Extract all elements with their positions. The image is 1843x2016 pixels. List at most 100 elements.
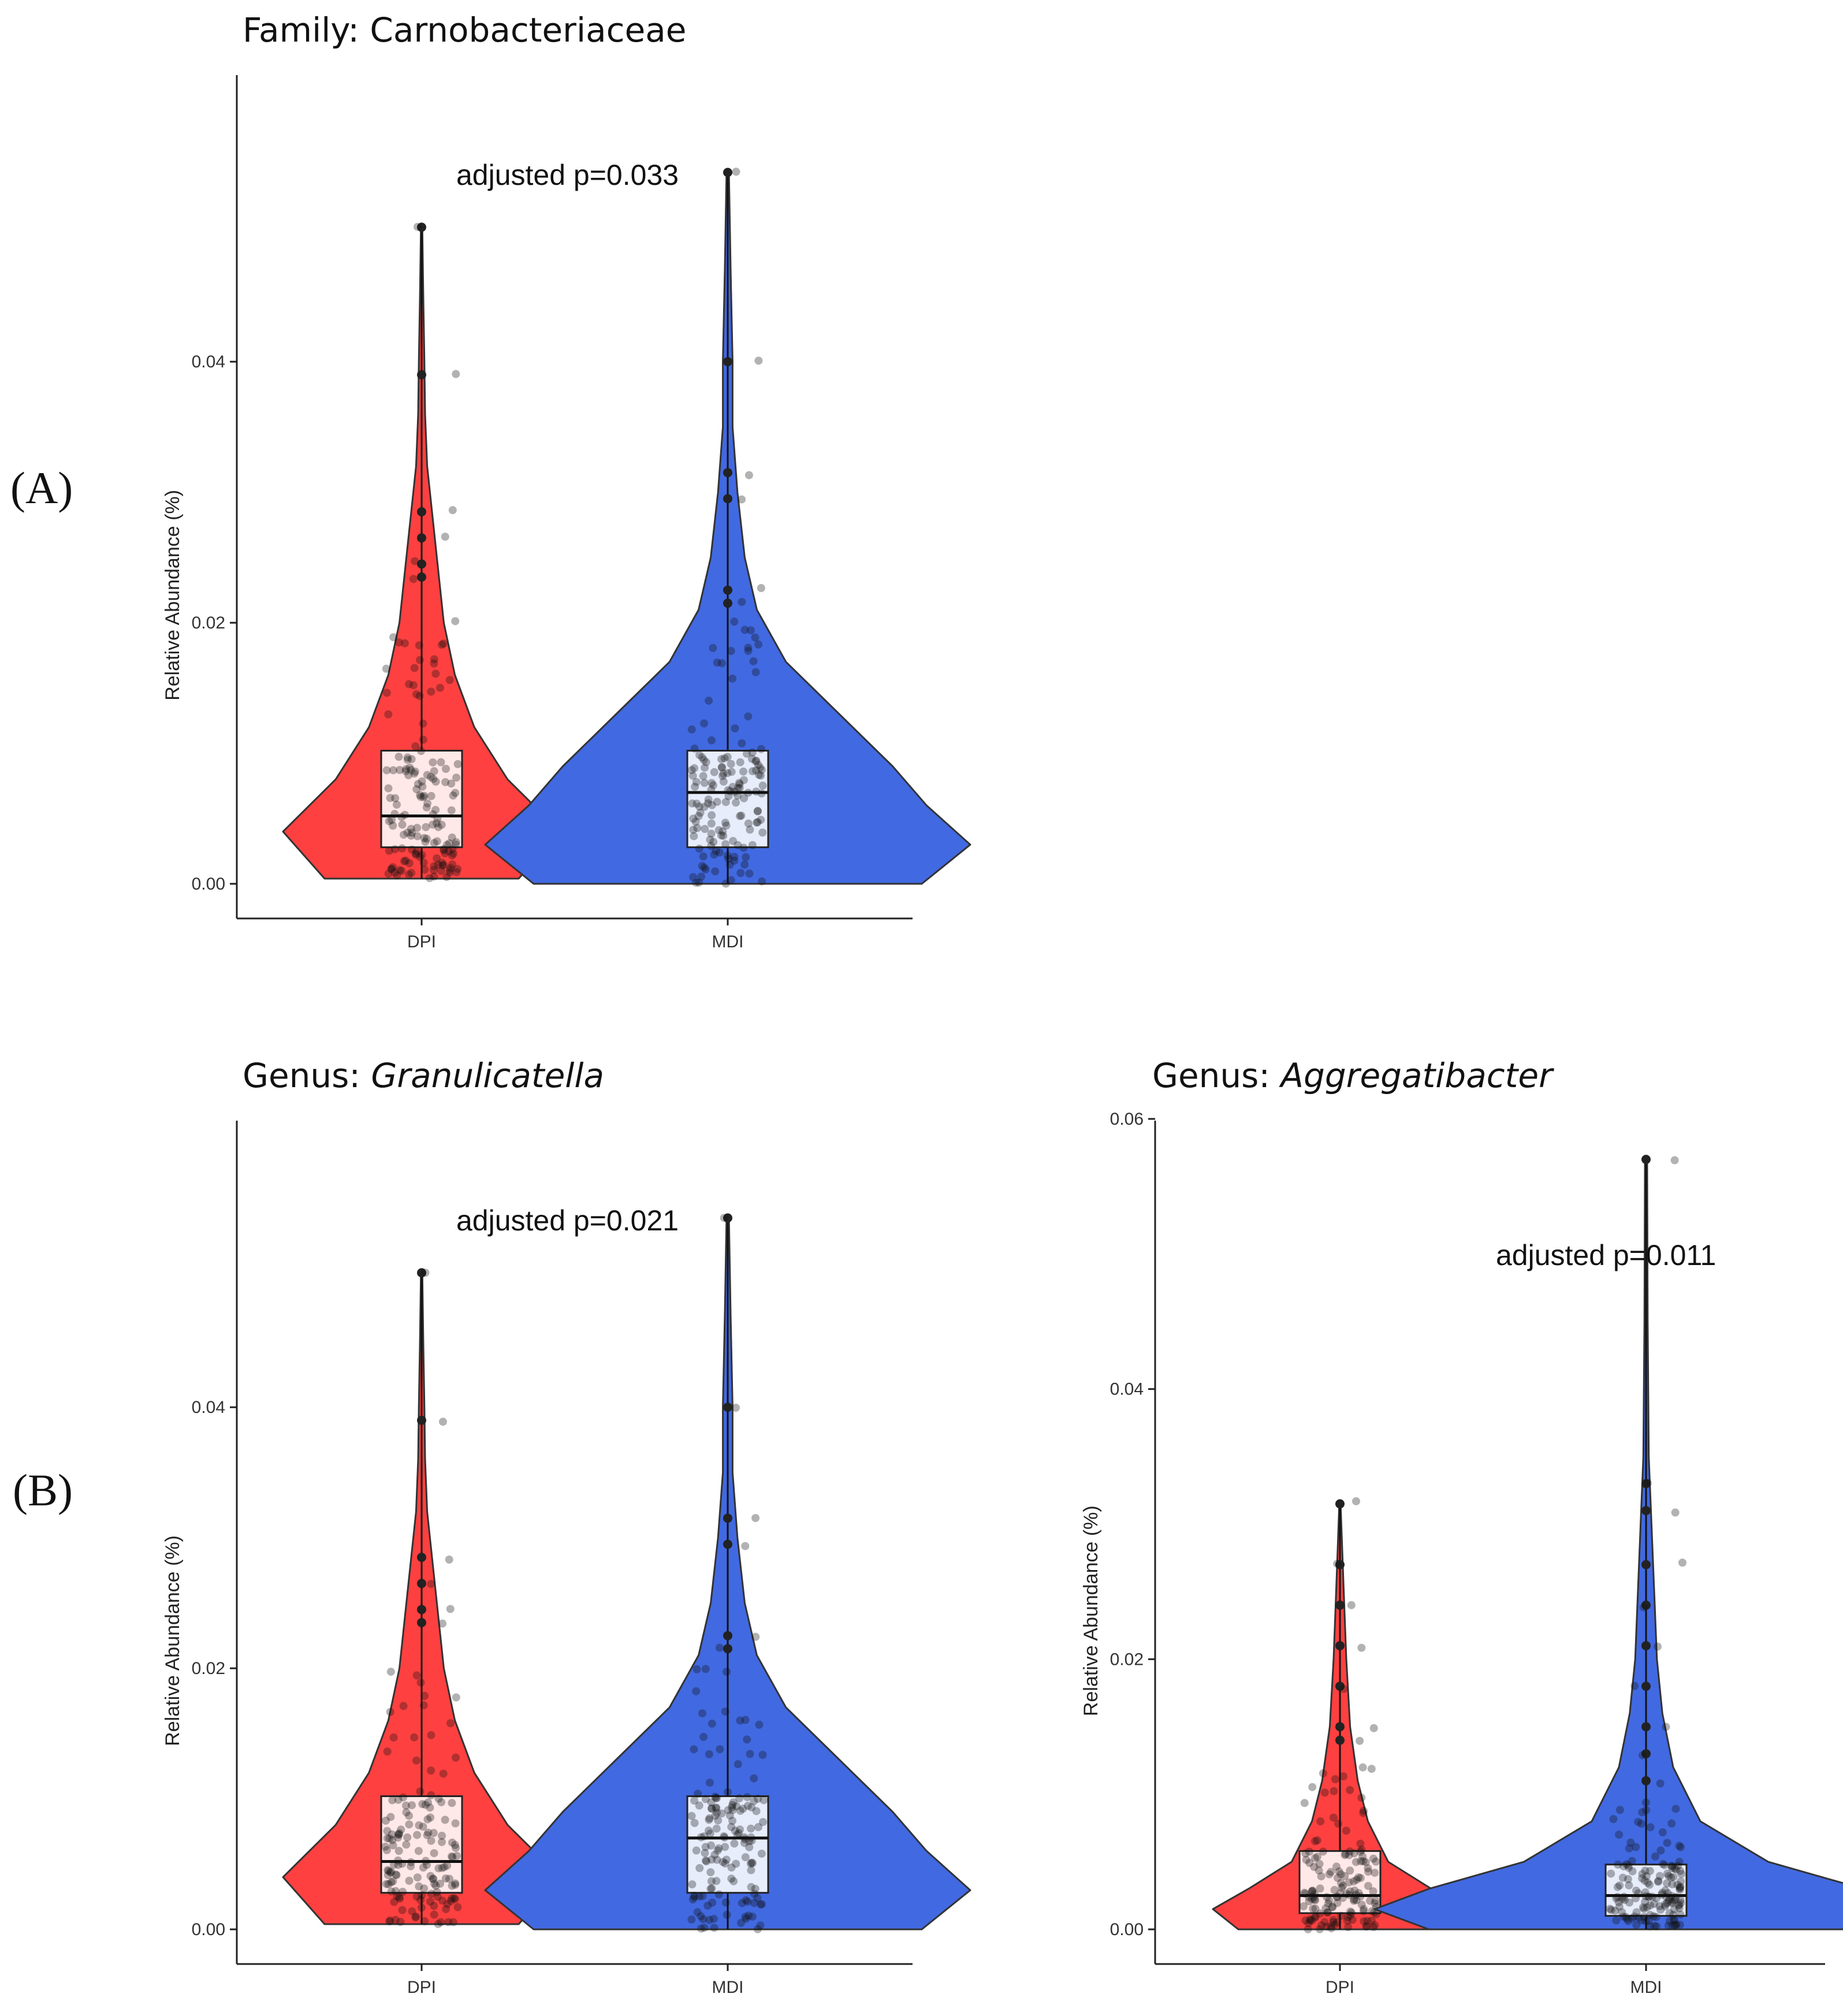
data-point xyxy=(1329,1915,1338,1924)
p-value-annotation: adjusted p=0.033 xyxy=(456,159,679,191)
data-point xyxy=(1339,1772,1347,1781)
x-tick-label-mdi: MDI xyxy=(1630,1978,1662,1997)
data-point xyxy=(398,1906,407,1914)
p-value-annotation: adjusted p=0.021 xyxy=(456,1204,679,1237)
data-point xyxy=(743,1735,751,1744)
data-point xyxy=(410,769,419,778)
outlier-point xyxy=(417,1579,426,1589)
violin-chart-carnobacteriaceae: 0.00 0.02 0.04 Relative Abundance (%) DPI MDI… xyxy=(162,75,971,951)
data-point xyxy=(431,669,440,678)
data-point xyxy=(1369,1854,1377,1863)
data-point xyxy=(1615,1881,1624,1889)
data-point xyxy=(708,1898,717,1907)
data-point xyxy=(717,763,726,772)
data-point xyxy=(388,1830,396,1839)
data-point xyxy=(407,1858,415,1866)
data-point xyxy=(701,763,709,772)
data-point xyxy=(1625,1898,1634,1907)
data-point xyxy=(708,1884,716,1893)
data-point xyxy=(393,1892,401,1900)
data-point xyxy=(418,1800,427,1809)
data-point xyxy=(400,831,408,839)
outlier-point xyxy=(723,1513,732,1523)
data-point xyxy=(1350,1896,1358,1905)
data-point xyxy=(390,810,399,819)
data-point xyxy=(412,847,421,856)
data-point xyxy=(1321,1904,1330,1913)
data-point xyxy=(429,775,438,783)
data-point xyxy=(721,1707,729,1716)
data-point xyxy=(710,850,718,859)
data-point xyxy=(446,1897,455,1906)
data-point xyxy=(1630,1912,1639,1921)
data-point xyxy=(448,1799,456,1807)
box-mdi xyxy=(686,1795,769,1894)
data-point xyxy=(405,871,414,879)
data-point xyxy=(754,1794,762,1803)
data-point xyxy=(1651,1852,1660,1861)
box-dpi xyxy=(1298,1850,1382,1914)
data-point xyxy=(382,1880,391,1888)
data-point xyxy=(411,742,420,751)
data-point xyxy=(416,1787,425,1796)
data-point xyxy=(701,1848,709,1857)
data-point xyxy=(433,819,441,828)
data-point xyxy=(398,820,407,829)
outlier-point xyxy=(417,1415,426,1425)
data-point xyxy=(1345,1891,1353,1899)
data-point xyxy=(709,781,717,790)
data-point xyxy=(408,845,416,854)
data-point xyxy=(394,753,403,761)
data-point xyxy=(706,835,714,844)
data-point xyxy=(698,753,706,762)
data-point xyxy=(699,772,708,780)
data-point xyxy=(404,771,413,780)
data-point xyxy=(413,824,422,832)
data-point xyxy=(1607,1906,1615,1914)
outlier-point xyxy=(1641,1641,1651,1650)
data-point xyxy=(1331,1775,1339,1784)
data-point xyxy=(744,471,753,479)
data-point xyxy=(385,1917,394,1926)
data-point xyxy=(1315,1859,1324,1868)
data-point xyxy=(1305,1859,1314,1868)
data-point xyxy=(416,656,425,664)
data-point xyxy=(1308,1916,1316,1925)
data-point xyxy=(451,617,460,626)
data-point xyxy=(1308,1783,1317,1791)
data-point xyxy=(1327,1868,1335,1876)
data-point xyxy=(420,1917,429,1926)
data-point xyxy=(430,866,438,875)
data-point xyxy=(416,1896,425,1905)
data-point xyxy=(1343,1913,1352,1922)
data-point xyxy=(390,845,399,854)
data-point xyxy=(1310,1862,1319,1871)
data-point xyxy=(708,1804,716,1813)
y-axis-label: Relative Abundance (%) xyxy=(162,490,184,701)
data-point xyxy=(738,495,746,504)
data-point xyxy=(422,823,430,831)
data-point xyxy=(725,860,734,869)
data-point xyxy=(420,834,429,842)
data-point xyxy=(409,575,418,583)
data-point xyxy=(758,877,766,886)
data-point xyxy=(1357,1794,1366,1802)
data-point xyxy=(1641,1892,1650,1900)
data-point xyxy=(731,787,739,796)
data-point xyxy=(708,1855,716,1864)
outlier-point xyxy=(417,572,426,582)
data-point xyxy=(386,1916,394,1925)
data-point xyxy=(715,848,724,857)
data-point xyxy=(755,763,764,772)
data-point xyxy=(758,781,767,790)
data-point xyxy=(1613,1892,1622,1901)
data-point xyxy=(407,869,416,877)
data-point xyxy=(451,1881,460,1889)
data-point xyxy=(426,772,435,781)
data-point xyxy=(430,767,438,776)
data-point xyxy=(410,1733,419,1742)
data-point xyxy=(1646,1823,1655,1832)
data-point xyxy=(1670,1905,1678,1914)
data-point xyxy=(429,1874,437,1883)
data-point xyxy=(447,1852,456,1861)
